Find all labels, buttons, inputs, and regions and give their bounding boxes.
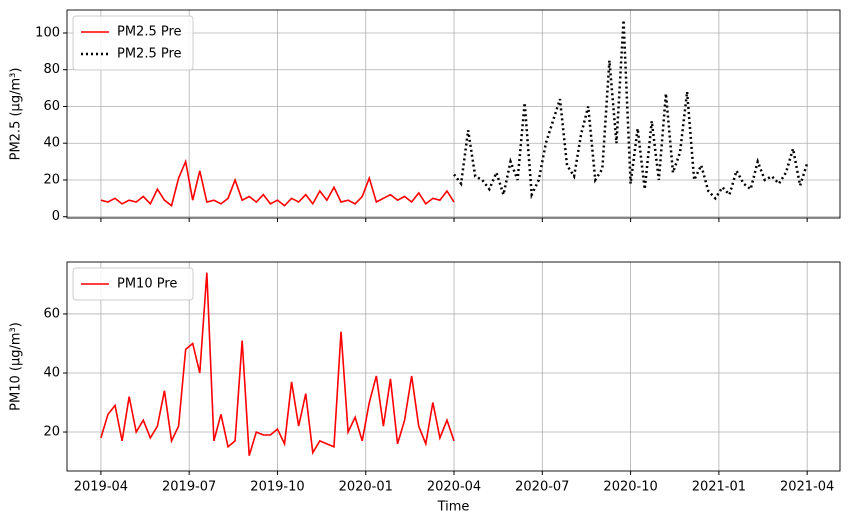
legend: PM2.5 Pre PM2.5 Pre (72, 15, 194, 71)
legend: PM10 Pre (72, 267, 194, 301)
y-tick-label: 40 (43, 365, 60, 380)
x-tick-label: 2020-04 (427, 480, 481, 495)
x-tick-label: 2019-04 (74, 480, 128, 495)
axes-frame (66, 261, 841, 472)
y-tick-label: 60 (43, 306, 60, 321)
legend-label: PM10 Pre (117, 277, 177, 292)
axes-frame (66, 9, 841, 219)
x-tick-label: 2020-07 (515, 480, 569, 495)
x-tick-label: 2020-01 (339, 480, 393, 495)
y-tick-label: 60 (43, 99, 60, 114)
data-line (453, 20, 809, 201)
x-tick-label: 2019-07 (162, 480, 216, 495)
y-tick-label: 40 (43, 136, 60, 151)
data-line (100, 158, 455, 208)
legend-label: PM2.5 Pre (117, 47, 182, 62)
x-tick-label: 2020-10 (603, 480, 657, 495)
y-axis-label: PM2.5 (μg/m³) (9, 68, 24, 161)
legend-label: PM2.5 Pre (117, 25, 182, 40)
x-tick-label: 2021-04 (780, 480, 834, 495)
data-line (100, 272, 455, 456)
x-tick-label: 2021-01 (692, 480, 746, 495)
y-tick-label: 80 (43, 62, 60, 77)
legend-box (72, 267, 194, 301)
y-tick-label: 100 (35, 25, 60, 40)
y-tick-label: 20 (43, 172, 60, 187)
x-tick-label: 2019-10 (250, 480, 304, 495)
y-axis-label: PM10 (μg/m³) (9, 322, 24, 411)
legend-box (72, 15, 194, 71)
y-tick-label: 0 (52, 209, 60, 224)
x-axis-label: Time (437, 500, 470, 515)
y-tick-label: 20 (43, 425, 60, 440)
